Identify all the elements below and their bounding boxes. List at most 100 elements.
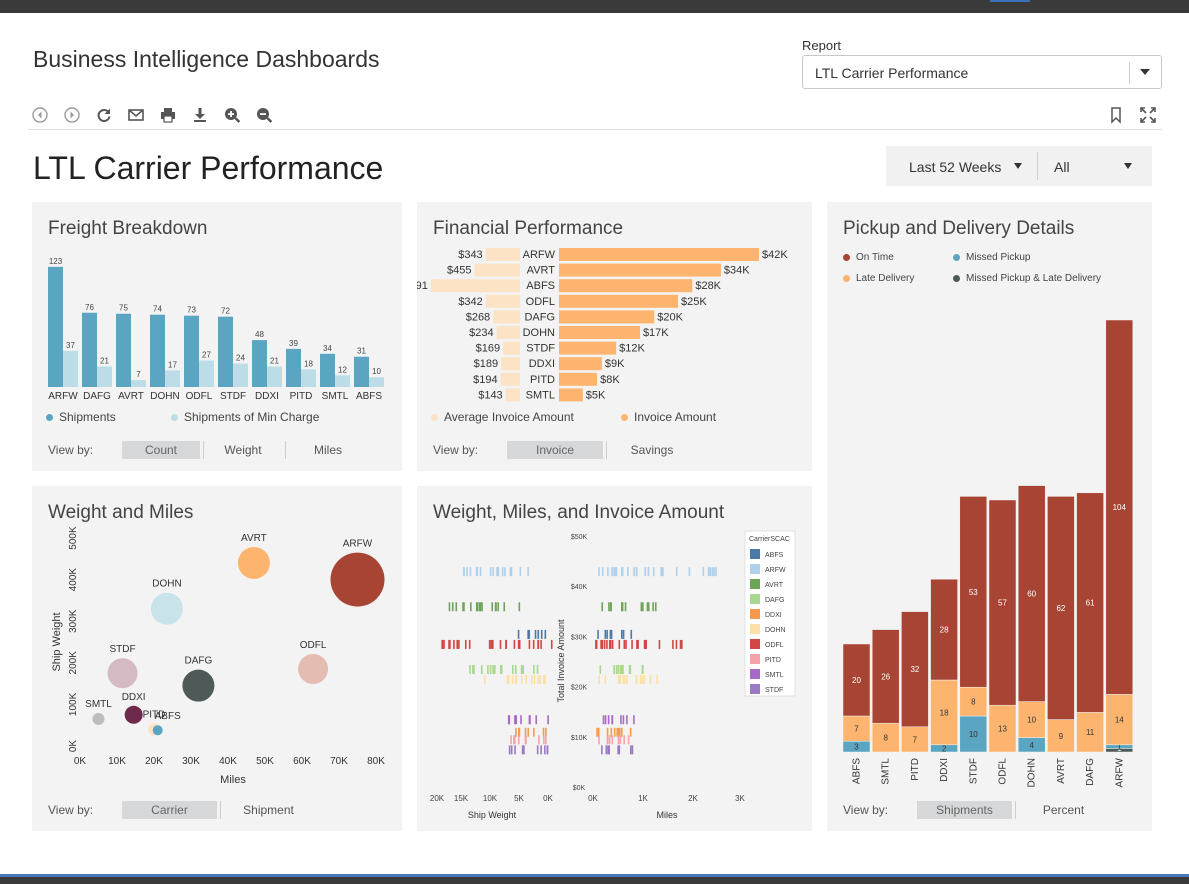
data-tick [711,567,714,577]
data-tick [601,567,604,577]
data-tick [642,602,644,612]
carrier-bubble [182,669,215,702]
bubble-label: SMTL [85,699,112,710]
filter-divider [1037,152,1038,180]
data-tick [610,602,612,612]
data-tick [537,629,540,639]
bubble-label: DDXI [122,692,146,703]
category-label: ODFL [526,296,555,308]
view-percent-button[interactable]: Percent [1042,803,1085,817]
data-tick [520,715,522,725]
data-tick [491,602,494,612]
view-count-button[interactable]: Count [122,441,200,459]
legend-label: ARFW [765,567,786,574]
data-tick [492,665,494,675]
data-tick [647,602,650,612]
bookmark-icon[interactable] [1106,105,1126,125]
data-tick [609,639,612,649]
data-tick [639,675,642,685]
stacked-segment [1047,719,1075,753]
download-icon[interactable] [190,105,210,125]
fullscreen-icon[interactable] [1138,105,1158,125]
data-tick [601,602,604,612]
invoice-bar [559,326,640,339]
data-tick [448,602,451,612]
chevron-down-icon[interactable] [1014,163,1022,169]
y-tick-label: $20K [571,685,588,692]
avg-invoice-bar [474,263,520,277]
report-select[interactable]: LTL Carrier Performance [802,55,1162,89]
data-tick [530,675,533,685]
data-tick [626,675,628,685]
chevron-down-icon[interactable] [1124,163,1132,169]
avg-invoice-label: $189 [474,358,498,370]
data-tick [611,567,613,577]
data-tick [654,602,657,612]
back-icon[interactable] [30,105,50,125]
data-tick [518,639,521,649]
invoice-bar [559,341,617,355]
x-tick-label: 20K [430,794,445,803]
invoice-bar [559,357,602,371]
chevron-down-icon[interactable] [1140,69,1150,75]
data-tick [608,735,611,745]
forward-icon[interactable] [62,105,82,125]
bar-value-label: 21 [100,356,109,365]
data-tick [644,567,647,577]
bar-value-label: 72 [221,307,230,316]
view-weight-button[interactable]: Weight [224,443,262,457]
data-tick [456,639,459,649]
data-tick [496,567,499,577]
financial-title: Financial Performance [433,218,624,239]
view-shipment-button[interactable]: Shipment [243,803,294,817]
legend-swatch [750,654,760,664]
data-tick [518,602,521,612]
data-tick [512,665,514,675]
data-tick [543,675,545,685]
stacked-segment [930,578,958,681]
view-shipments-button[interactable]: Shipments [917,801,1012,819]
data-tick [545,727,547,737]
avg-invoice-bar [493,310,520,324]
data-tick [475,567,478,577]
data-tick [619,665,622,675]
data-tick [511,675,514,685]
data-tick [523,745,525,755]
stacked-segment [959,686,988,717]
data-tick [487,665,489,675]
refresh-icon[interactable] [94,105,114,125]
view-divider [203,441,204,459]
invoice-label: $12K [619,343,645,355]
data-tick [524,727,527,737]
data-tick [546,745,549,755]
data-tick [527,629,529,639]
data-tick [613,665,615,675]
x-tick-label: 70K [330,756,348,767]
view-miles-button[interactable]: Miles [313,443,342,457]
legend-label: On Time [856,252,894,263]
mail-icon[interactable] [126,105,146,125]
data-tick [628,665,631,675]
bar-value-label: 27 [202,351,211,360]
zoom-out-icon[interactable] [254,105,274,125]
scope-filter[interactable]: All [1054,159,1070,175]
bar-value-label: 21 [270,356,279,365]
data-tick [466,567,468,577]
category-label: DAFG [83,391,111,402]
period-filter[interactable]: Last 52 Weeks [909,159,1002,175]
carrier-bubble [92,712,105,725]
segment-label: 32 [910,665,919,674]
data-tick [500,665,503,675]
segment-label: 57 [998,599,1007,608]
print-icon[interactable] [158,105,178,125]
invoice-bar [559,294,679,308]
legend-label: DOHN [765,627,786,634]
view-savings-button[interactable]: Savings [630,443,674,457]
view-invoice-button[interactable]: Invoice [507,441,603,459]
zoom-in-icon[interactable] [222,105,242,125]
data-tick [540,629,543,639]
data-tick [675,639,678,649]
view-carrier-button[interactable]: Carrier [122,801,217,819]
legend-label: DDXI [765,612,782,619]
shipments-bar [184,315,199,387]
